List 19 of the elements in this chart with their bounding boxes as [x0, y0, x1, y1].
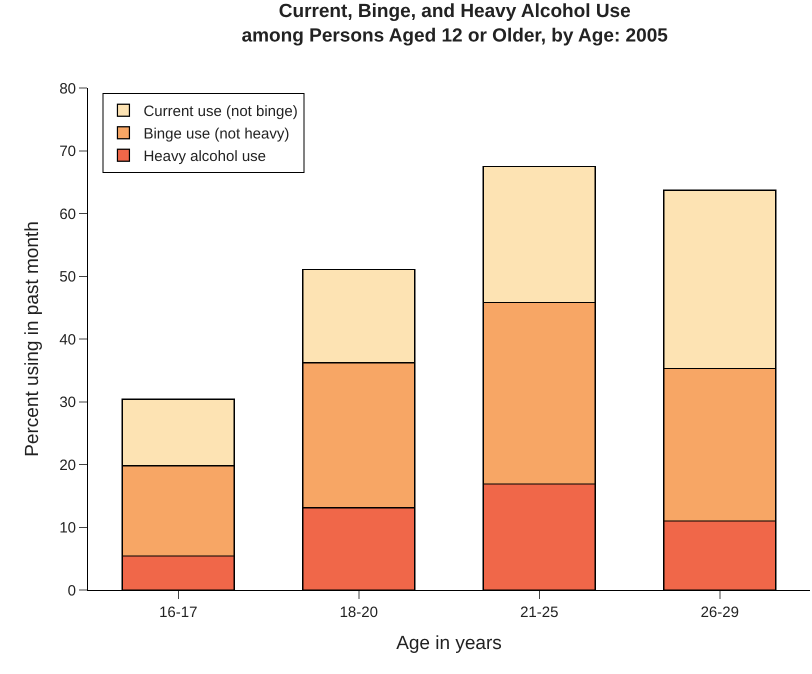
y-tick-label: 30 — [59, 394, 76, 411]
chart-title: Current, Binge, and Heavy Alcohol Use among Persons Aged 12 or Older, by Age: 2005 — [242, 0, 668, 47]
y-tick-label: 40 — [59, 331, 76, 348]
legend-label: Binge use (not heavy) — [143, 126, 290, 143]
x-tick-label: 21-25 — [520, 604, 558, 621]
legend-label: Heavy alcohol use — [143, 148, 266, 166]
y-axis-title: Percent using in past month — [22, 221, 44, 457]
y-tick-label: 0 — [68, 582, 76, 600]
x-tick-label: 16-17 — [159, 604, 198, 621]
legend-label: Current use (not binge) — [143, 103, 298, 120]
y-tick-label: 70 — [59, 143, 76, 160]
x-axis-title: Age in years — [396, 632, 502, 654]
y-tick-label: 20 — [59, 456, 76, 474]
x-tick-label: 18-20 — [340, 604, 378, 621]
x-tick-label: 26-29 — [700, 604, 739, 621]
y-tick-label: 60 — [59, 206, 76, 223]
y-tick-label: 50 — [59, 268, 76, 286]
y-tick-label: 10 — [59, 520, 76, 536]
y-tick-label: 80 — [59, 80, 76, 98]
